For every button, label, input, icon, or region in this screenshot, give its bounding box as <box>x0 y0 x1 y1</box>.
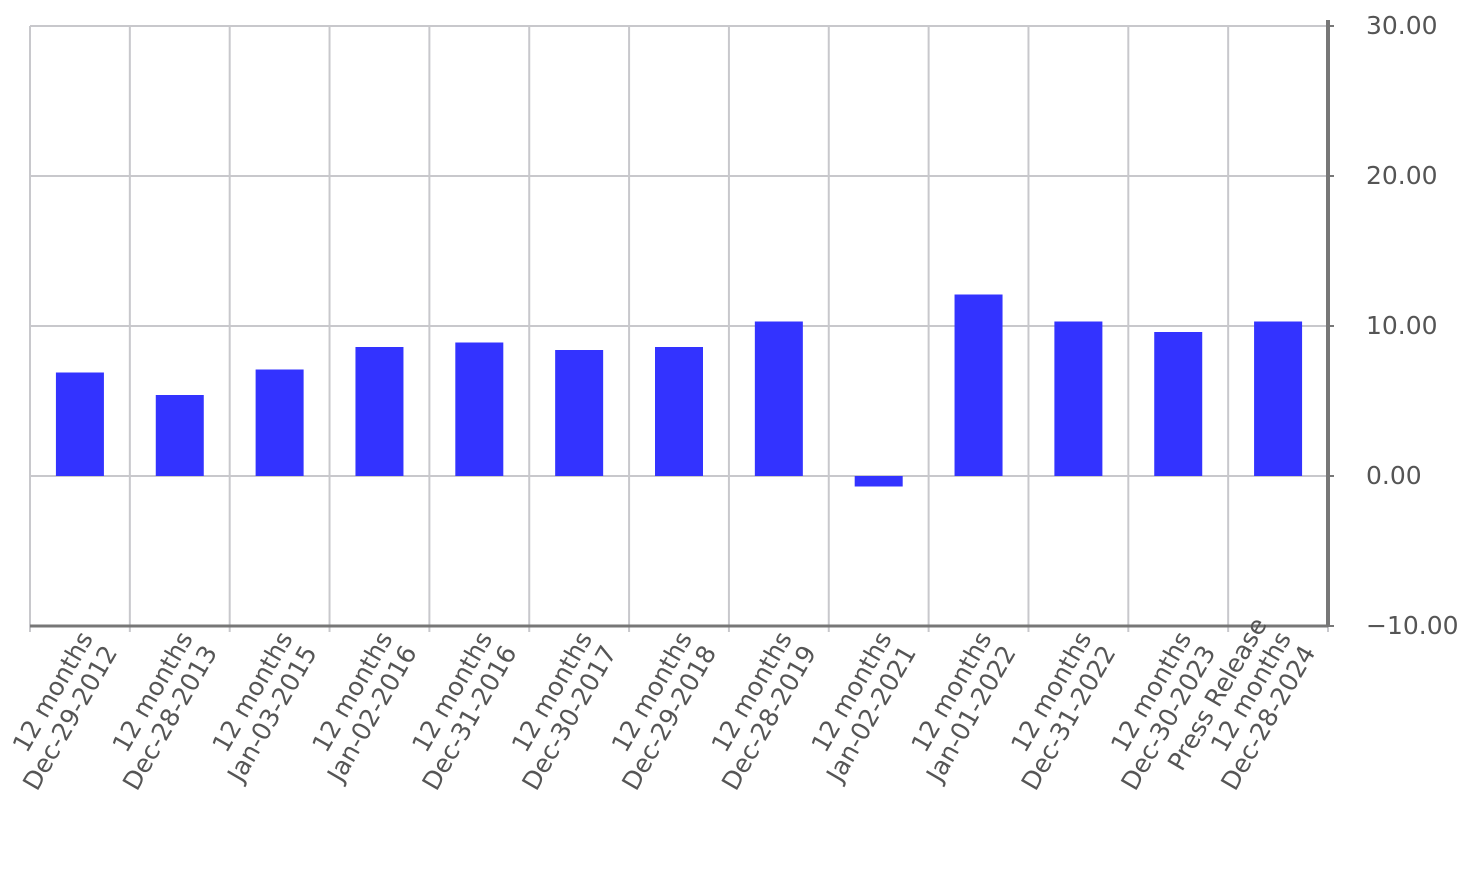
y-tick-label: −10.00 <box>1366 611 1459 640</box>
y-tick-label: 0.00 <box>1366 461 1422 490</box>
x-tick-group: 12 monthsDec-29-2012 <box>0 627 123 796</box>
y-tick-label: 20.00 <box>1366 161 1438 190</box>
bar <box>655 347 703 476</box>
y-tick-label: 30.00 <box>1366 11 1438 40</box>
bar <box>954 294 1003 476</box>
bar <box>555 350 604 476</box>
bar <box>455 342 504 476</box>
bar <box>854 476 903 487</box>
bar <box>255 369 304 476</box>
bar <box>1154 332 1203 476</box>
bar <box>155 395 204 476</box>
y-tick-label: 10.00 <box>1366 311 1438 340</box>
bar <box>1054 321 1103 476</box>
x-tick-label: 12 monthsDec-29-2012 <box>0 627 123 796</box>
bar <box>754 321 803 476</box>
bar <box>355 347 404 476</box>
bar <box>55 372 104 476</box>
bar <box>1254 321 1303 476</box>
